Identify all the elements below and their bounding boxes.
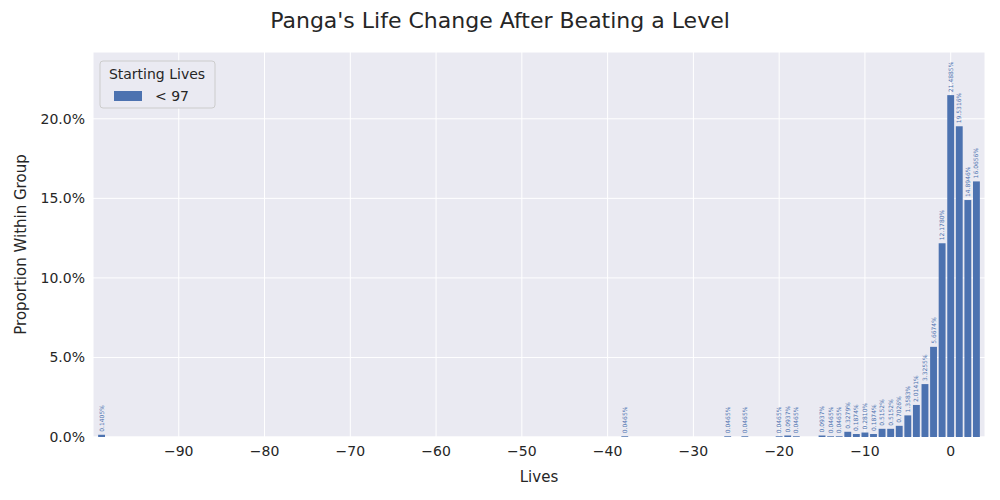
- x-tick-label: 0: [946, 443, 955, 459]
- data-label: 0.0465%: [835, 406, 842, 433]
- y-grid: [93, 118, 985, 119]
- bar: [870, 434, 877, 437]
- y-tick-label: 20.0%: [41, 111, 85, 127]
- bar: [724, 436, 731, 437]
- bar: [913, 405, 920, 437]
- data-label: 0.1874%: [870, 404, 877, 431]
- x-tick-label: −20: [764, 443, 794, 459]
- bar: [836, 436, 843, 437]
- data-label: 0.0465%: [775, 406, 782, 433]
- data-label: 0.1874%: [852, 404, 859, 431]
- chart: 0.1405%0.0465%0.0465%0.0465%0.0465%0.093…: [0, 0, 1000, 500]
- background: [0, 0, 1000, 500]
- y-tick-label: 15.0%: [41, 190, 85, 206]
- x-grid: [264, 52, 265, 437]
- x-tick-label: −30: [679, 443, 709, 459]
- bar: [819, 436, 826, 437]
- y-tick-label: 0.0%: [49, 429, 85, 445]
- data-label: 0.0465%: [724, 406, 731, 433]
- bar: [844, 432, 851, 437]
- bar: [776, 436, 783, 437]
- data-label: 0.0465%: [621, 406, 628, 433]
- x-grid: [521, 52, 522, 437]
- y-axis-label: Proportion Within Group: [12, 154, 30, 334]
- x-grid: [693, 52, 694, 437]
- data-label: 12.1780%: [938, 209, 945, 240]
- bars: [98, 95, 980, 437]
- legend: Starting Lives < 97: [100, 61, 215, 108]
- legend-swatch: [114, 91, 142, 101]
- bar: [784, 436, 791, 437]
- bar: [939, 243, 946, 437]
- data-label: 0.2810%: [861, 403, 868, 430]
- data-label: 0.0465%: [827, 406, 834, 433]
- data-label: 0.0937%: [784, 406, 791, 433]
- data-label: 0.0937%: [818, 406, 825, 433]
- x-grid: [779, 52, 780, 437]
- x-axis-label: Lives: [520, 468, 559, 486]
- x-tick-label: −10: [850, 443, 880, 459]
- data-label: 0.0465%: [741, 406, 748, 433]
- bar: [896, 426, 903, 437]
- data-labels: 0.1405%0.0465%0.0465%0.0465%0.0465%0.093…: [98, 61, 980, 433]
- data-label: 16.0656%: [972, 148, 979, 179]
- bar: [853, 434, 860, 437]
- data-label: 0.5152%: [887, 399, 894, 426]
- bar: [904, 415, 911, 437]
- data-label: 0.7026%: [895, 396, 902, 423]
- bar: [793, 436, 800, 437]
- legend-label: < 97: [155, 88, 189, 104]
- x-tick-label: −40: [593, 443, 623, 459]
- data-label: 0.0465%: [792, 406, 799, 433]
- bar: [879, 429, 886, 437]
- x-tick-label: −90: [164, 443, 194, 459]
- x-grid: [864, 52, 865, 437]
- data-label: 2.0141%: [912, 375, 919, 402]
- bar: [827, 436, 834, 437]
- bar: [922, 384, 929, 437]
- title: Panga's Life Change After Beating a Leve…: [270, 8, 730, 33]
- legend-box: [100, 61, 215, 108]
- x-tick-label: −70: [336, 443, 366, 459]
- data-label: 14.8946%: [964, 166, 971, 197]
- x-tick-label: −50: [507, 443, 537, 459]
- x-grid: [350, 52, 351, 437]
- legend-title: Starting Lives: [109, 66, 205, 82]
- plot-area: [93, 52, 985, 437]
- x-tick-label: −80: [250, 443, 280, 459]
- data-label: 21.4885%: [947, 61, 954, 92]
- bar: [887, 429, 894, 437]
- bar: [956, 126, 963, 437]
- data-label: 0.3279%: [844, 402, 851, 429]
- x-grid: [436, 52, 437, 437]
- data-label: 0.1405%: [98, 405, 105, 432]
- y-tick-label: 10.0%: [41, 270, 85, 286]
- bar: [964, 200, 971, 437]
- bar: [947, 95, 954, 437]
- bar: [973, 181, 980, 437]
- plot-frame: [93, 52, 985, 437]
- data-label: 1.3583%: [904, 385, 911, 412]
- data-label: 5.6674%: [930, 317, 937, 344]
- data-label: 0.5152%: [878, 399, 885, 426]
- data-label: 19.5316%: [955, 92, 962, 123]
- x-tick-label: −60: [421, 443, 451, 459]
- y-grid: [93, 277, 985, 278]
- bar: [741, 436, 748, 437]
- data-label: 3.3255%: [921, 354, 928, 381]
- y-tick-label: 5.0%: [49, 349, 85, 365]
- bar: [930, 347, 937, 437]
- y-grid: [93, 357, 985, 358]
- x-grid: [178, 52, 179, 437]
- bar: [861, 433, 868, 437]
- bar: [621, 436, 628, 437]
- y-grid: [93, 198, 985, 199]
- x-grid: [607, 52, 608, 437]
- bar: [98, 435, 105, 437]
